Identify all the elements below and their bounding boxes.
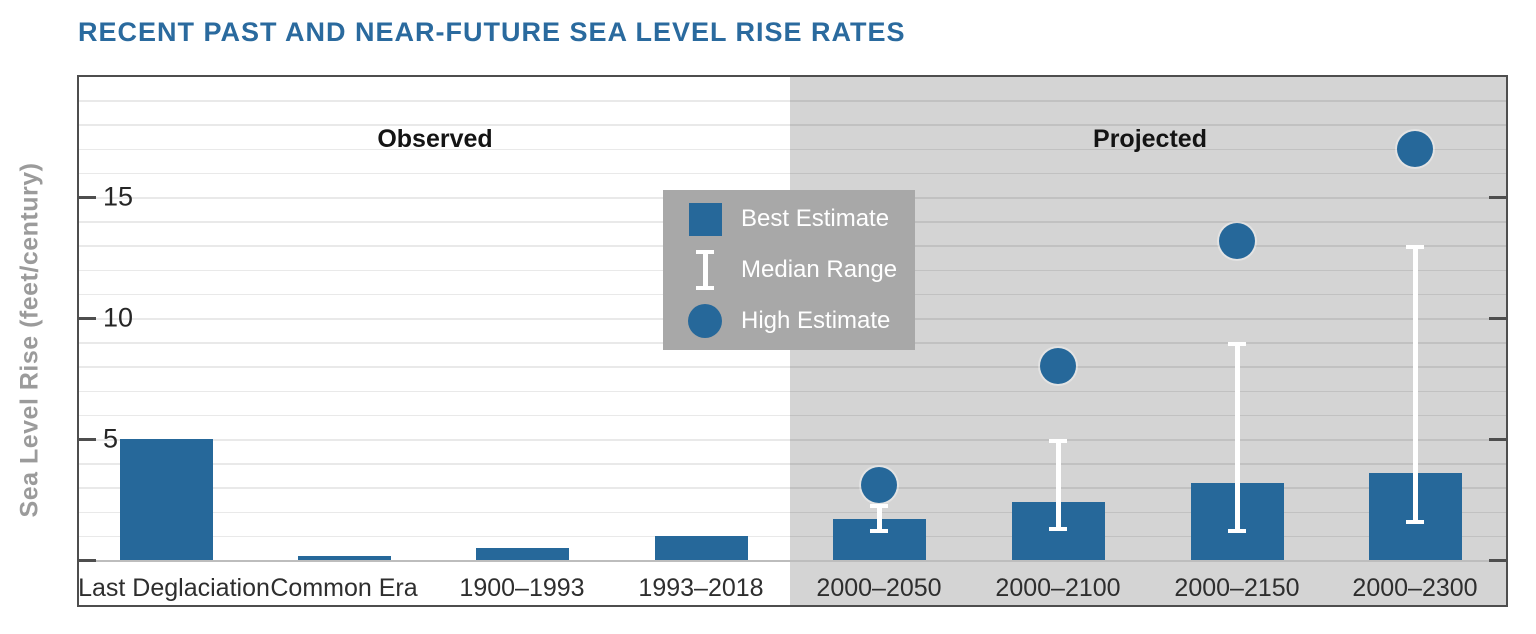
x-axis-label: 2000–2150 [1174,574,1300,602]
median-range-cap-low [1049,526,1067,531]
bar-best-estimate [654,535,748,560]
x-axis-label: 2000–2300 [1352,574,1478,602]
median-range-cap-low [1406,519,1424,524]
median-range-cap-high [870,504,888,509]
x-axis-label: 2000–2050 [816,574,942,602]
y-tick-left [79,196,96,199]
median-range-cap-high [1049,439,1067,443]
y-tick-left [79,317,96,320]
legend-row-high-estimate: High Estimate [685,302,915,340]
y-tick-right [1489,317,1506,320]
high-estimate-dot [1397,130,1433,167]
median-range-cap-high [1406,245,1424,250]
y-tick-label: 10 [103,302,134,333]
gridline [79,100,1506,102]
gridline [79,511,1506,514]
legend-label: Best Estimate [741,205,890,232]
median-range-stem [1055,439,1061,531]
gridline [79,463,1506,465]
high-estimate-circle-icon [688,304,722,338]
median-range-cap-low [1228,529,1246,534]
gridline [79,487,1506,489]
gridline [79,124,1506,126]
x-axis-baseline [79,560,1506,562]
legend-label: Median Range [741,256,898,283]
x-axis-label: Common Era [270,574,418,602]
section-label-projected: Projected [1093,125,1207,153]
bar-best-estimate [475,547,569,560]
x-axis-label: Last Deglaciation [78,574,270,602]
section-label-observed: Observed [377,125,493,153]
legend-label: High Estimate [741,307,891,334]
median-range-cap-high [1228,342,1246,347]
plot-area: 5 10 15 Observed Projected Best Estimate M… [77,75,1508,607]
best-estimate-square-icon [688,202,722,236]
high-estimate-dot [861,466,897,503]
y-axis-title: Sea Level Rise (feet/century) [15,162,44,518]
median-range-stem [1412,245,1418,524]
gridline [79,148,1506,151]
median-range-cap-low [870,529,888,534]
high-estimate-dot [1219,222,1255,259]
legend-row-median-range: Median Range [685,250,915,290]
y-tick-right [1489,559,1506,562]
gridline [79,414,1506,417]
high-estimate-dot [1040,348,1076,385]
x-axis-label: 2000–2100 [995,574,1121,602]
gridline [79,439,1506,441]
y-tick-left [79,559,96,562]
bar-best-estimate [119,439,213,560]
y-tick-left [79,438,96,441]
gridline [79,172,1506,175]
legend: Best Estimate Median Range High Estimate [663,190,915,350]
median-range-stem [1234,342,1240,534]
y-tick-right [1489,196,1506,199]
gridline [79,366,1506,368]
page-title: RECENT PAST AND NEAR-FUTURE SEA LEVEL RI… [78,17,906,47]
y-tick-label: 15 [103,181,134,212]
gridline [79,390,1506,393]
x-axis-label: 1993–2018 [638,574,764,602]
gridline [79,535,1506,538]
legend-row-best-estimate: Best Estimate [685,200,915,238]
bar-best-estimate [297,556,391,560]
median-range-stem [876,504,882,534]
y-tick-right [1489,438,1506,441]
x-axis-label: 1900–1993 [459,574,585,602]
median-range-bar-icon [696,250,714,290]
y-tick-label: 5 [103,423,119,454]
